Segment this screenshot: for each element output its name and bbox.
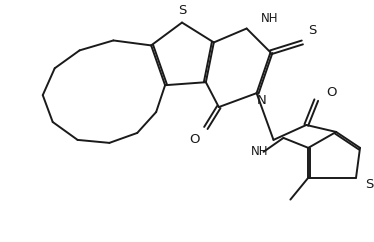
- Text: S: S: [365, 178, 373, 191]
- Text: S: S: [178, 4, 186, 17]
- Text: NH: NH: [251, 145, 269, 158]
- Text: S: S: [308, 24, 317, 37]
- Text: O: O: [190, 133, 200, 146]
- Text: NH: NH: [261, 12, 278, 25]
- Text: N: N: [257, 94, 267, 107]
- Text: O: O: [326, 86, 337, 99]
